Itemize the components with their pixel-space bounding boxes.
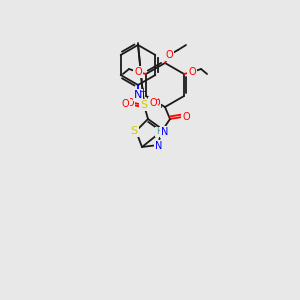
Text: -: - [155,94,159,104]
Text: O: O [149,98,157,108]
Text: H: H [156,128,162,136]
Text: O: O [126,98,134,108]
Text: O: O [182,112,190,122]
Text: N: N [134,90,142,100]
Text: S: S [130,126,138,136]
Text: O: O [165,50,173,60]
Text: O: O [188,67,196,77]
Text: O: O [134,67,142,77]
Text: N: N [161,127,169,137]
Text: +: + [140,88,146,97]
Text: O: O [152,98,160,108]
Text: O: O [121,99,129,109]
Text: N: N [155,141,163,151]
Text: S: S [140,100,148,110]
